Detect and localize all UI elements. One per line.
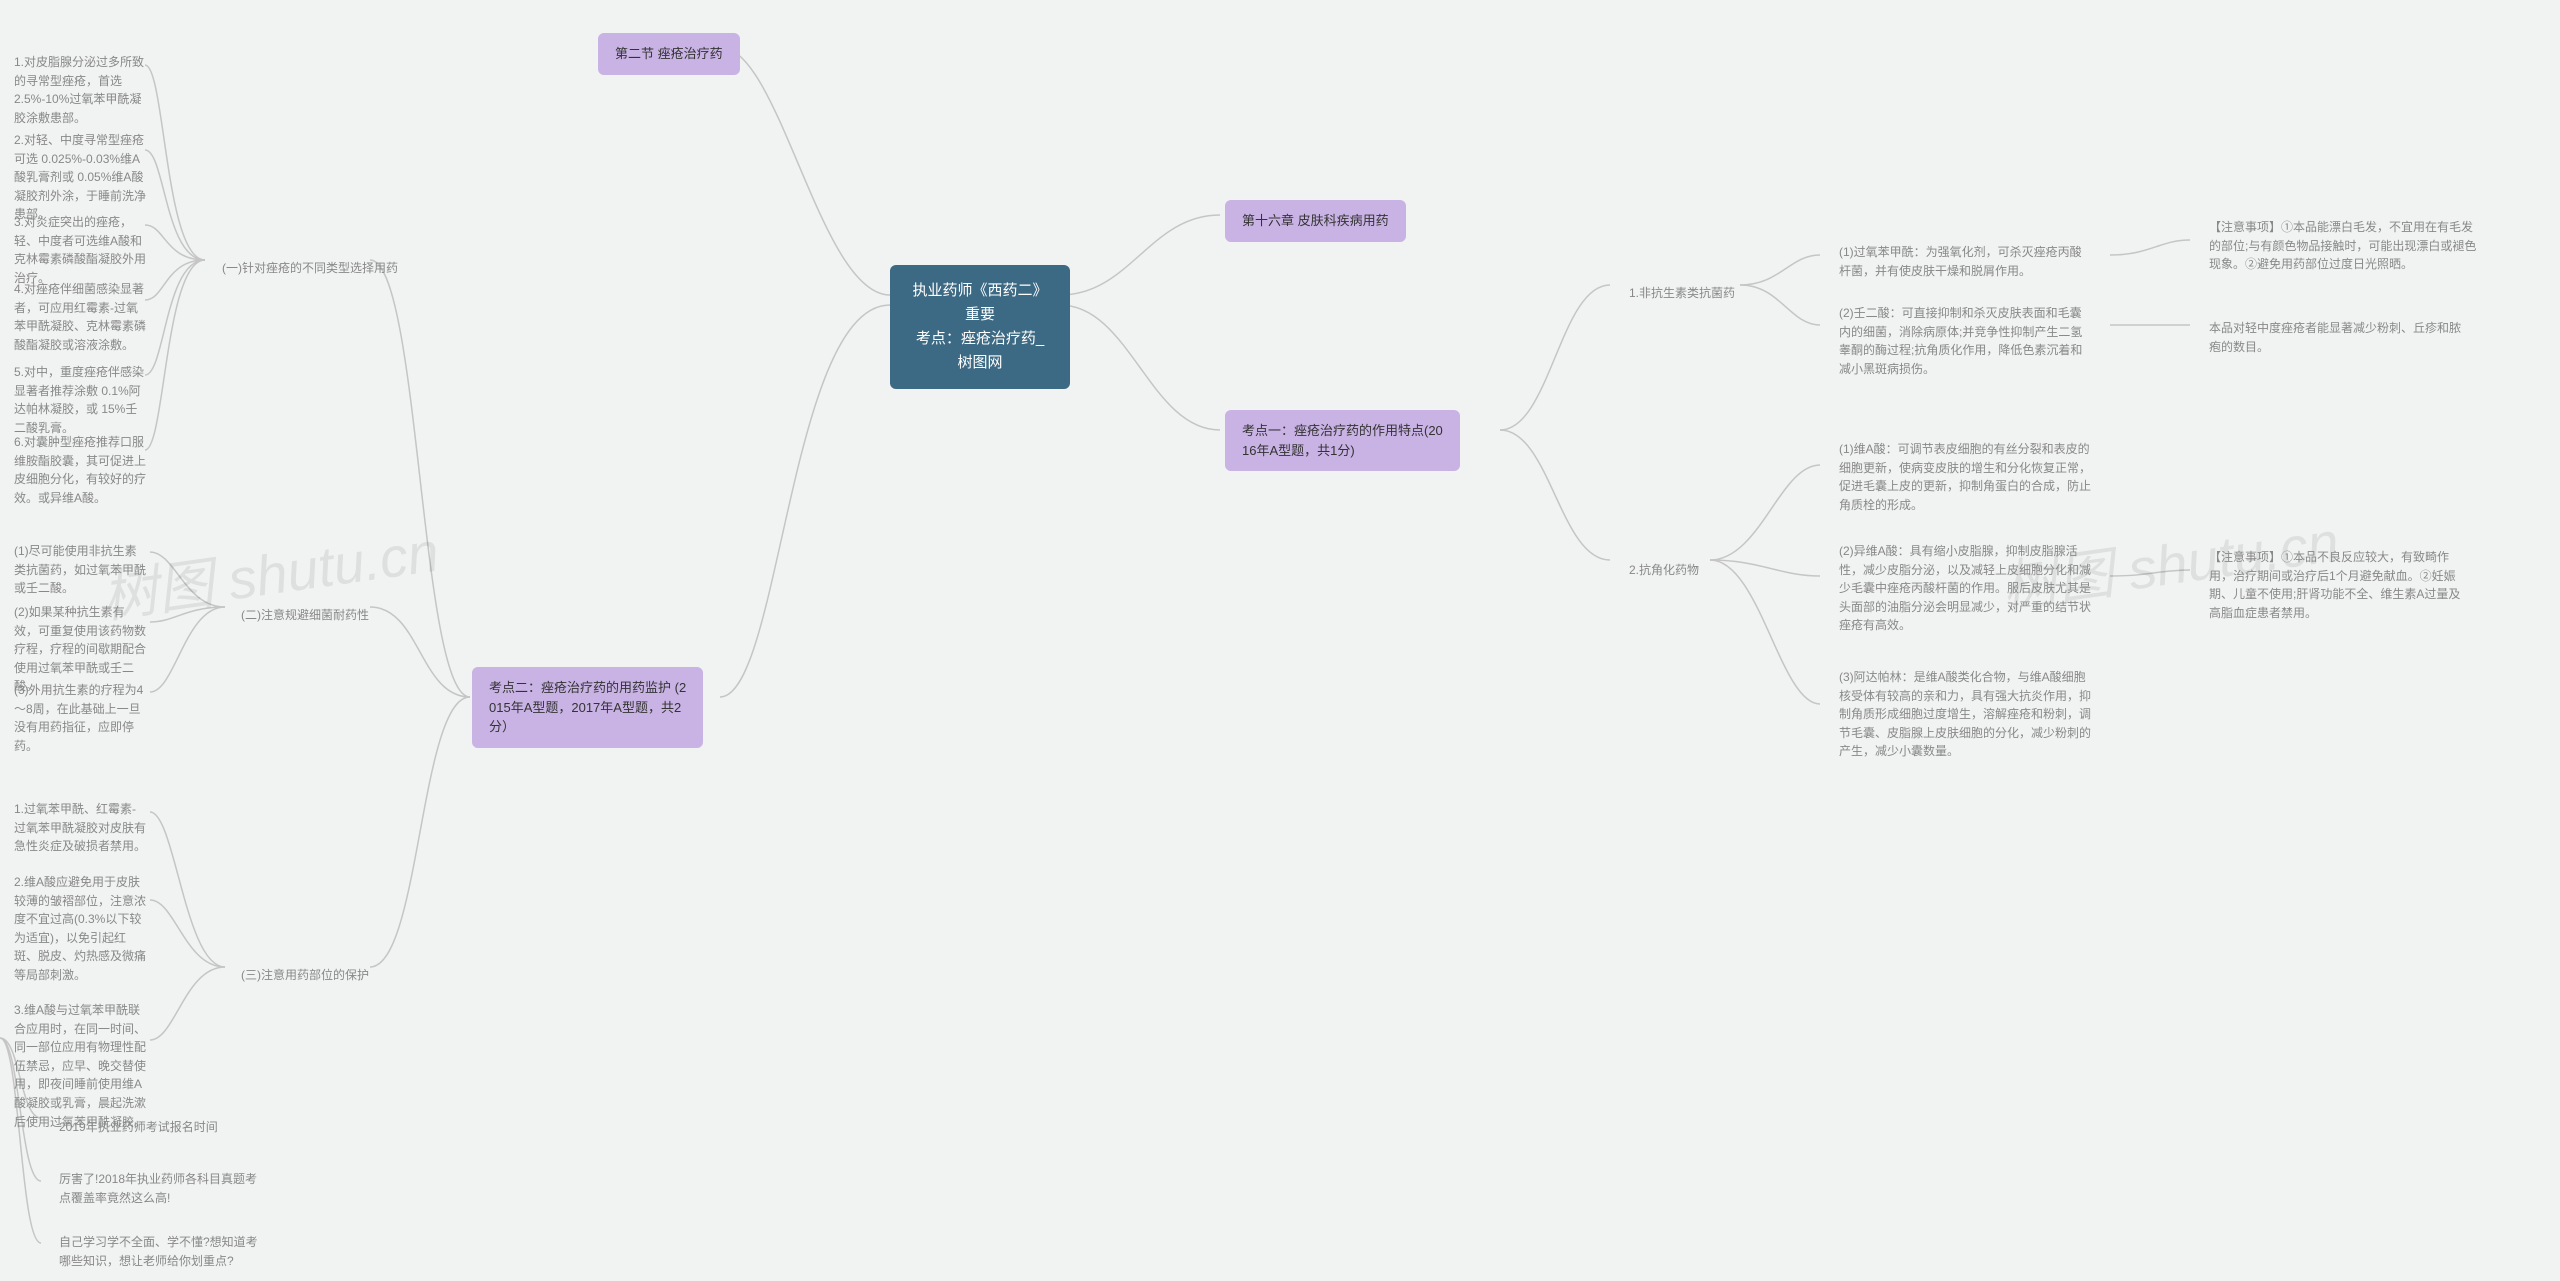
node-kp1: 考点一：痤疮治疗药的作用特点(2016年A型题，共1分): [1225, 410, 1460, 471]
node-kp1-2-3: (3)阿达帕林：是维A酸类化合物，与维A酸细胞核受体有较高的亲和力，具有强大抗炎…: [1825, 660, 2105, 769]
node-kp2-a-4: 4.对痤疮伴细菌感染显著者，可应用红霉素-过氧苯甲酰凝胶、克林霉素磷酸酯凝胶或溶…: [0, 272, 160, 362]
node-chapter16: 第十六章 皮肤科疾病用药: [1225, 200, 1406, 242]
node-kp2-a-1: 1.对皮脂腺分泌过多所致的寻常型痤疮，首选2.5%-10%过氧苯甲酰凝胶涂敷患部…: [0, 45, 160, 135]
node-kp2-a: (一)针对痤疮的不同类型选择用药: [208, 251, 412, 286]
node-kp2-b: (二)注意规避细菌耐药性: [227, 598, 383, 633]
node-kp2: 考点二：痤疮治疗药的用药监护 (2015年A型题，2017年A型题，共2分）: [472, 667, 703, 748]
node-kp1-1: 1.非抗生素类抗菌药: [1615, 276, 1749, 311]
node-section2: 第二节 痤疮治疗药: [598, 33, 740, 75]
node-kp2-a-6: 6.对囊肿型痤疮推荐口服维胺酯胶囊，其可促进上皮细胞分化，有较好的疗效。或异维A…: [0, 425, 160, 515]
node-kp2-c: (三)注意用药部位的保护: [227, 958, 383, 993]
node-kp1-2-1: (1)维A酸：可调节表皮细胞的有丝分裂和表皮的细胞更新，使病变皮肤的增生和分化恢…: [1825, 432, 2105, 522]
node-extra-2: 厉害了!2018年执业药师各科目真题考点覆盖率竟然这么高!: [45, 1162, 275, 1215]
node-kp2-b-3: (3)外用抗生素的疗程为4～8周，在此基础上一旦没有用药指征，应即停药。: [0, 673, 160, 763]
node-kp1-2: 2.抗角化药物: [1615, 553, 1713, 588]
node-kp1-1-2-note: 本品对轻中度痤疮者能显著减少粉刺、丘疹和脓疱的数目。: [2195, 311, 2475, 364]
node-kp1-2-2-note: 【注意事项】①本品不良反应较大，有致畸作用，治疗期间或治疗后1个月避免献血。②妊…: [2195, 540, 2485, 630]
node-kp1-1-1: (1)过氧苯甲酰：为强氧化剂，可杀灭痤疮丙酸杆菌，并有使皮肤干燥和脱屑作用。: [1825, 235, 2105, 288]
node-kp2-c-1: 1.过氧苯甲酰、红霉素-过氧苯甲酰凝胶对皮肤有急性炎症及破损者禁用。: [0, 792, 160, 864]
node-kp1-2-2: (2)异维A酸：具有缩小皮脂腺，抑制皮脂腺活性，减少皮脂分泌，以及减轻上皮细胞分…: [1825, 534, 2105, 643]
connectors: [0, 0, 2560, 1281]
node-extra-3: 自己学习学不全面、学不懂?想知道考哪些知识，想让老师给你划重点?: [45, 1225, 275, 1278]
node-kp1-1-1-note: 【注意事项】①本品能漂白毛发，不宜用在有毛发的部位;与有颜色物品接触时，可能出现…: [2195, 210, 2495, 282]
node-extra-1: 2019年执业药师考试报名时间: [45, 1110, 232, 1145]
node-kp2-c-2: 2.维A酸应避免用于皮肤较薄的皱褶部位，注意浓度不宜过高(0.3%以下较为适宜)…: [0, 865, 160, 993]
node-kp1-1-2: (2)壬二酸：可直接抑制和杀灭皮肤表面和毛囊内的细菌，消除病原体;并竞争性抑制产…: [1825, 296, 2105, 386]
root-node: 执业药师《西药二》重要考点：痤疮治疗药_树图网: [890, 265, 1070, 389]
